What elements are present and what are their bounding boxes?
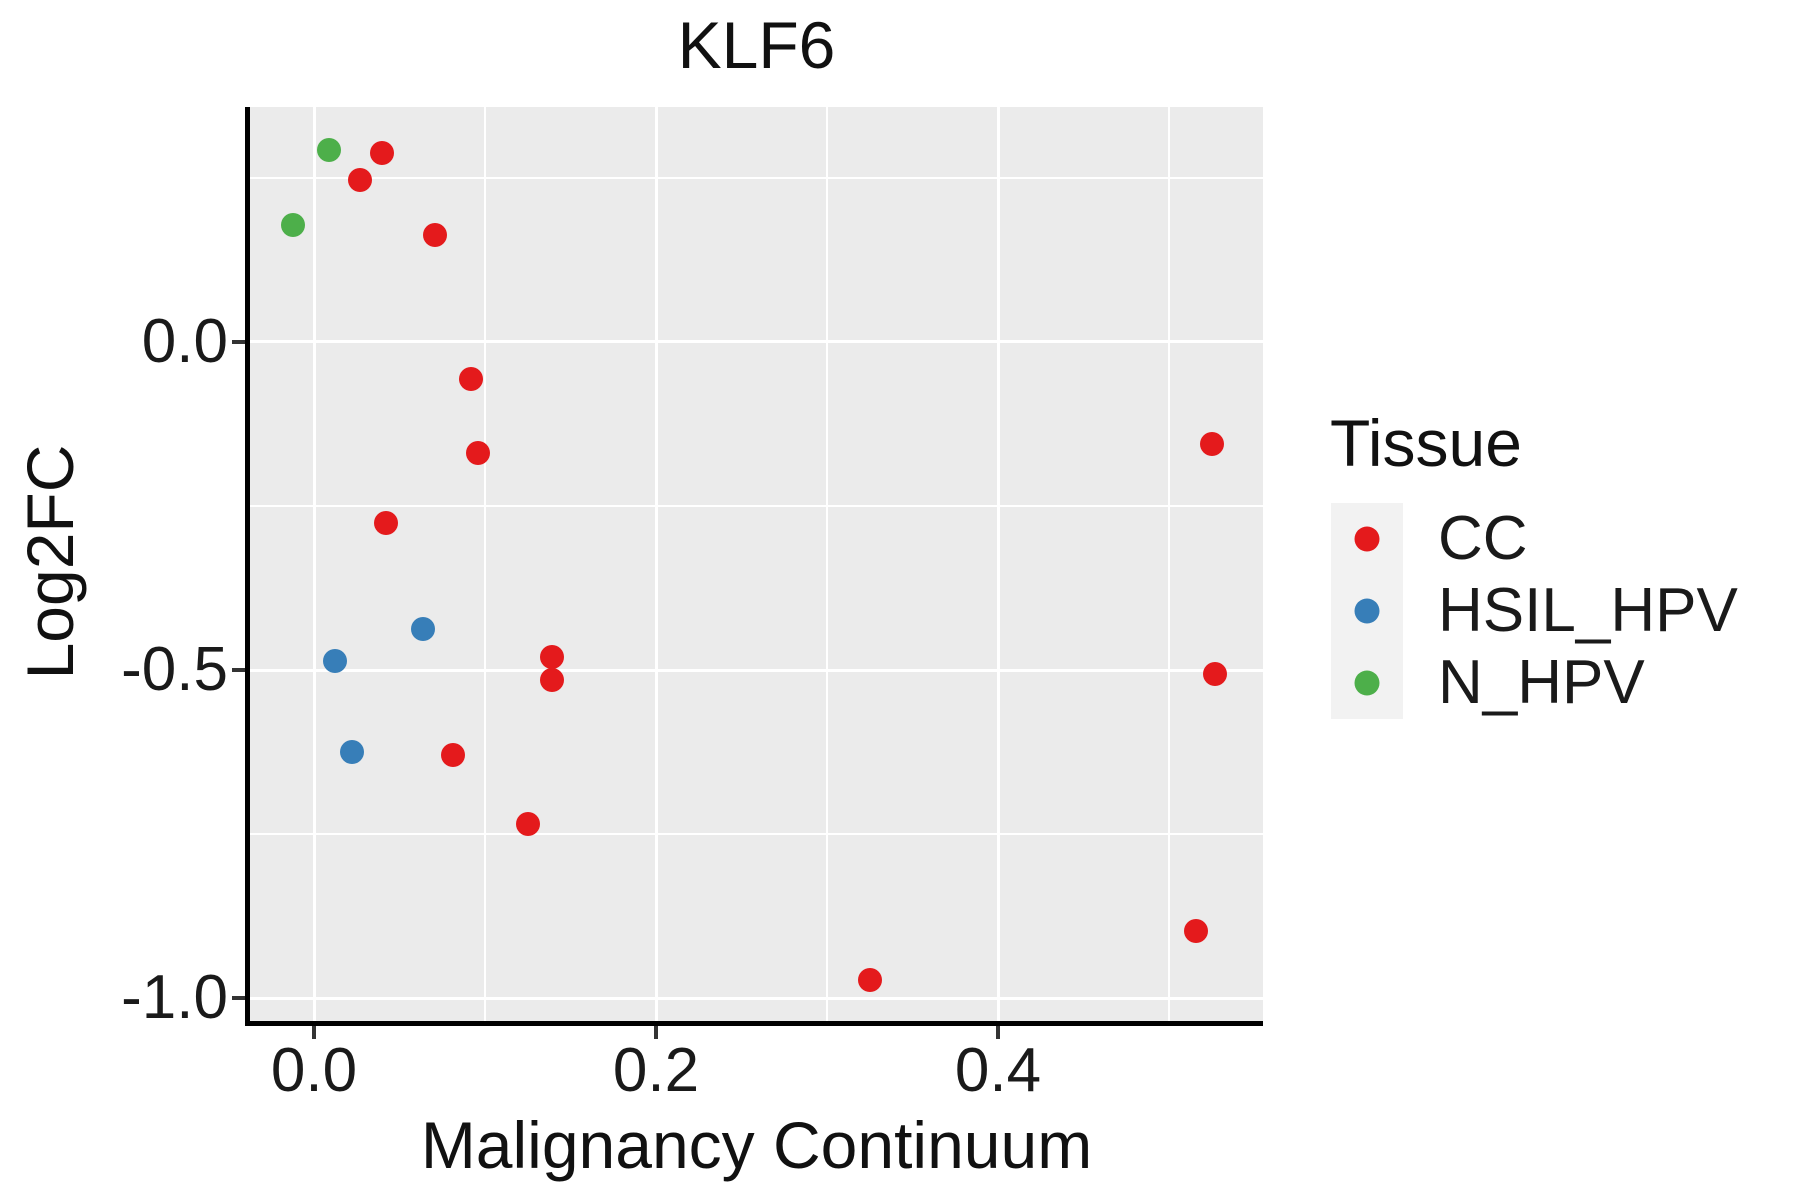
- data-point-cc: [539, 644, 564, 669]
- gridline-minor-horizontal: [250, 504, 1263, 507]
- legend-item-label: N_HPV: [1438, 648, 1645, 717]
- x-axis-tick-label: 0.2: [612, 1036, 700, 1105]
- legend-key-swatch: [1331, 647, 1403, 719]
- legend-point-icon: [1354, 598, 1380, 624]
- plot-panel: [250, 107, 1263, 1021]
- x-axis-tick-label: 0.4: [954, 1036, 1042, 1105]
- legend-item-n_hpv: N_HPV: [1331, 647, 1738, 719]
- x-axis-tick: [996, 1026, 1000, 1039]
- legend-point-icon: [1354, 670, 1380, 696]
- data-point-cc: [857, 968, 882, 993]
- data-point-cc: [440, 743, 465, 768]
- gridline-major-horizontal: [250, 668, 1263, 672]
- y-axis-tick: [232, 668, 245, 672]
- y-axis-tick: [232, 996, 245, 1000]
- data-point-hsil_hpv: [411, 617, 436, 642]
- y-axis-tick-label: 0.0: [141, 306, 228, 376]
- y-axis-tick: [232, 339, 245, 344]
- data-point-cc: [459, 366, 484, 391]
- plot-title: KLF6: [677, 8, 836, 82]
- x-axis-line: [245, 1021, 1263, 1026]
- x-axis-tick: [654, 1026, 658, 1039]
- y-axis-tick-label: -1.0: [121, 963, 228, 1032]
- data-point-cc: [370, 140, 395, 165]
- gridline-major-horizontal: [250, 996, 1263, 1000]
- legend-item-label: CC: [1438, 504, 1528, 573]
- legend-title: Tissue: [1330, 406, 1522, 480]
- legend-key-swatch: [1331, 575, 1403, 647]
- legend-point-icon: [1354, 526, 1380, 552]
- data-point-cc: [1203, 661, 1228, 686]
- legend-items: CC HSIL_HPV N_HPV: [1331, 503, 1738, 719]
- data-point-hsil_hpv: [339, 740, 364, 764]
- data-point-cc: [423, 222, 448, 247]
- gridline-major-vertical: [654, 107, 658, 1021]
- legend-key-swatch: [1331, 503, 1403, 575]
- data-point-cc: [1199, 432, 1224, 457]
- data-point-cc: [348, 167, 373, 192]
- legend-item-cc: CC: [1331, 503, 1738, 575]
- x-axis-tick: [312, 1026, 316, 1039]
- gridline-minor-vertical: [484, 107, 486, 1021]
- data-point-hsil_hpv: [322, 648, 347, 673]
- y-axis-tick-label: -0.5: [121, 635, 228, 704]
- data-point-cc: [515, 812, 540, 837]
- gridline-minor-horizontal: [250, 176, 1263, 179]
- gridline-major-vertical: [312, 107, 316, 1021]
- data-point-cc: [466, 440, 491, 465]
- legend-item-label: HSIL_HPV: [1438, 576, 1738, 645]
- gridline-major-horizontal: [250, 340, 1263, 344]
- data-point-cc: [1184, 919, 1209, 944]
- y-axis-line: [245, 107, 250, 1026]
- data-point-n_hpv: [317, 137, 342, 162]
- gridline-minor-vertical: [1168, 107, 1170, 1021]
- legend-item-hsil_hpv: HSIL_HPV: [1331, 575, 1738, 647]
- x-axis-title: Malignancy Continuum: [420, 1108, 1093, 1182]
- gridline-major-vertical: [996, 107, 1000, 1021]
- data-point-n_hpv: [281, 213, 306, 238]
- x-axis-tick-label: 0.0: [270, 1036, 358, 1105]
- data-point-cc: [539, 667, 564, 692]
- gridline-minor-vertical: [826, 107, 828, 1021]
- gridline-minor-horizontal: [250, 833, 1263, 835]
- data-point-cc: [373, 511, 398, 535]
